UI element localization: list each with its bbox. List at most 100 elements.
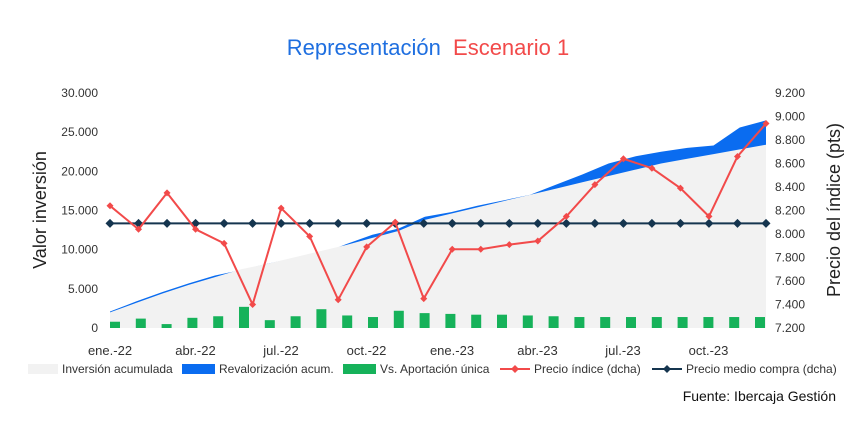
precio-indice-point xyxy=(106,202,114,210)
source-note: Fuente: Ibercaja Gestión xyxy=(683,388,836,404)
precio-indice-point xyxy=(505,241,513,249)
precio-medio-point xyxy=(219,218,229,228)
precio-indice-point xyxy=(391,218,399,226)
legend-label: Precio medio compra (dcha) xyxy=(686,362,837,376)
x-tick-label: oct.-22 xyxy=(347,343,387,358)
precio-medio-point xyxy=(276,218,286,228)
precio-indice-point xyxy=(733,152,741,160)
precio-medio-point xyxy=(447,218,457,228)
precio-medio-point xyxy=(504,218,514,228)
y-right-tick-label: 7.400 xyxy=(775,298,805,312)
y-left-tick-label: 10.000 xyxy=(61,243,98,257)
aportacion-bar xyxy=(755,317,765,328)
precio-medio-point xyxy=(362,218,372,228)
precio-medio-point xyxy=(248,218,258,228)
x-tick-label: ene.-23 xyxy=(430,343,474,358)
aportacion-bar xyxy=(729,317,740,328)
aportacion-bar xyxy=(213,316,224,328)
y-right-axis-title: Precio del índice (pts) xyxy=(824,123,844,297)
y-left-tick-label: 25.000 xyxy=(61,125,98,139)
chart-title: Representación Escenario 1 xyxy=(287,35,569,60)
precio-indice-point xyxy=(762,120,770,128)
precio-medio-point xyxy=(162,218,172,228)
precio-medio-point xyxy=(305,218,315,228)
y-right-tick-label: 7.600 xyxy=(775,274,805,288)
aportacion-bar xyxy=(393,310,404,328)
inversion-acumulada-area xyxy=(110,144,766,328)
y-left-tick-label: 30.000 xyxy=(61,86,98,100)
axes: 0 5.000 10.000 15.000 20.000 25.000 30.000 7.20… xyxy=(61,86,805,358)
precio-indice-point xyxy=(648,164,656,172)
aportacion-bar xyxy=(703,317,714,328)
precio-medio-point xyxy=(675,218,685,228)
y-right-tick-label: 9.000 xyxy=(775,110,805,124)
aportacion-bar xyxy=(110,321,120,328)
y-right-tick-label: 8.600 xyxy=(775,157,805,171)
precio-indice-point xyxy=(619,155,627,163)
precio-indice-point xyxy=(591,181,599,189)
y-right-tick-label: 7.800 xyxy=(775,251,805,265)
aportacion-bar xyxy=(471,314,482,328)
precio-indice-point xyxy=(277,204,285,212)
legend-label: Revalorización acum. xyxy=(219,362,334,376)
legend-label: Precio índice (dcha) xyxy=(534,362,641,376)
y-right-tick-label: 7.200 xyxy=(775,321,805,335)
legend-swatch-marker xyxy=(663,365,671,373)
precio-medio-point xyxy=(561,218,571,228)
precio-indice-point xyxy=(676,184,684,192)
y-left-axis-title: Valor inversión xyxy=(30,151,50,269)
aportacion-bar xyxy=(651,317,662,328)
legend-swatch xyxy=(343,364,376,374)
legend: Inversión acumulada Revalorización acum. V… xyxy=(28,362,837,376)
aportacion-bar xyxy=(445,313,456,328)
precio-medio-point xyxy=(761,218,771,228)
x-tick-label: abr.-23 xyxy=(517,343,557,358)
aportacion-bar xyxy=(600,317,611,328)
aportacion-bar xyxy=(626,317,636,328)
y-right-tick-label: 8.400 xyxy=(775,180,805,194)
precio-medio-point xyxy=(476,218,486,228)
precio-medio-point xyxy=(419,218,429,228)
precio-indice-line xyxy=(109,122,767,308)
aportacion-bar xyxy=(522,315,533,328)
legend-label: Inversión acumulada xyxy=(62,362,173,376)
precio-indice-point xyxy=(477,245,485,253)
precio-medio-point xyxy=(333,218,343,228)
aportacion-bar xyxy=(290,316,301,328)
legend-swatch xyxy=(28,364,58,374)
precio-indice-point xyxy=(534,237,542,245)
plot-area xyxy=(105,120,771,329)
aportacion-bar xyxy=(187,317,198,328)
aportacion-bar xyxy=(239,306,249,328)
precio-indice-point xyxy=(306,232,314,240)
x-tick-label: abr.-22 xyxy=(175,343,215,358)
y-left-tick-label: 0 xyxy=(91,321,98,335)
y-right-tick-label: 8.800 xyxy=(775,133,805,147)
legend-swatch-marker xyxy=(511,365,519,373)
aportacion-bar xyxy=(574,317,585,328)
precio-medio-point xyxy=(105,218,115,228)
aportacion-bar xyxy=(419,313,430,328)
x-tick-label: jul.-23 xyxy=(604,343,640,358)
precio-medio-point xyxy=(618,218,628,228)
aportacion-bar xyxy=(548,316,559,328)
precio-indice-point xyxy=(249,301,257,308)
aportacion-bar xyxy=(677,317,688,328)
precio-medio-point xyxy=(590,218,600,228)
precio-indice-point xyxy=(135,225,143,233)
y-right-tick-label: 8.000 xyxy=(775,227,805,241)
precio-medio-point xyxy=(732,218,742,228)
chart-title-part1: Representación xyxy=(287,35,441,60)
y-left-tick-label: 5.000 xyxy=(68,282,98,296)
y-left-tick-label: 20.000 xyxy=(61,164,98,178)
legend-swatch xyxy=(182,364,215,374)
x-tick-label: ene.-22 xyxy=(88,343,132,358)
aportacion-bar xyxy=(316,309,327,328)
precio-indice-point xyxy=(363,243,371,251)
precio-indice-point xyxy=(163,189,171,197)
precio-indice-point xyxy=(192,225,200,233)
aportacion-bar xyxy=(161,324,172,328)
chart-title-part2: Escenario 1 xyxy=(453,35,569,60)
precio-indice-point xyxy=(420,295,428,303)
precio-indice-point xyxy=(562,212,570,220)
